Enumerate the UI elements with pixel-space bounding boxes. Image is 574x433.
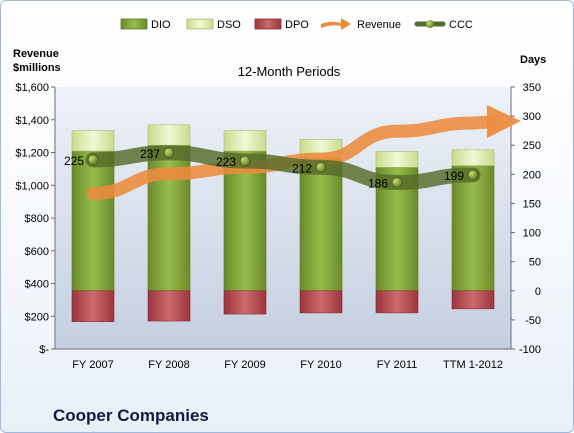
bar-dpo (375, 290, 419, 314)
revenue-arrow-head (487, 105, 521, 139)
category-label: FY 2010 (300, 359, 341, 371)
right-axis-tick-label: 200 (523, 169, 541, 181)
ccc-data-label: 186 (368, 176, 388, 190)
category-label: FY 2008 (148, 359, 189, 371)
bar-dio (451, 165, 495, 292)
right-axis-tick-label: 0 (535, 286, 541, 298)
right-axis-tick-label: 300 (523, 111, 541, 123)
bar-dso (223, 130, 267, 152)
legend-label-dpo: DPO (285, 19, 309, 31)
ccc-marker (467, 169, 479, 181)
left-axis-tick-label: $1,200 (15, 148, 49, 160)
category-label: FY 2011 (377, 359, 418, 371)
right-axis-tick-label: -50 (525, 315, 541, 327)
left-axis-tick-label: $400 (25, 279, 49, 291)
ccc-data-label: 237 (140, 147, 160, 161)
bar-dpo (223, 290, 267, 315)
legend-swatch-revenue-arrow (321, 18, 351, 30)
bar-dso (147, 124, 191, 146)
legend-label-ccc: CCC (449, 19, 473, 31)
ccc-line: 225 237 223 212 186 199 (64, 145, 481, 190)
legend: DIO DSO DPO Revenue CCC (120, 18, 473, 31)
left-axis-tick-label: $1,400 (15, 115, 49, 127)
right-axis-tick-label: 250 (523, 140, 541, 152)
bar-dpo (299, 290, 343, 314)
ccc-marker (163, 147, 175, 159)
left-axis-tick-label: $200 (25, 311, 49, 323)
category-label: TTM 1-2012 (443, 359, 503, 371)
left-axis-tick-label: $- (39, 344, 49, 356)
chart-title: 12-Month Periods (238, 64, 341, 79)
bar-dpo (71, 290, 115, 322)
ccc-marker (391, 177, 403, 188)
bars (71, 124, 495, 322)
left-axis-title-line1: Revenue (13, 48, 59, 60)
left-axis-tick-label: $600 (25, 246, 49, 258)
bar-dso (375, 151, 419, 168)
legend-swatch-dpo (254, 18, 282, 30)
legend-label-dso: DSO (217, 19, 241, 31)
right-axis-tick-label: 150 (523, 198, 541, 210)
company-name: Cooper Companies (53, 406, 209, 425)
left-axis-tick-label: $1,600 (15, 82, 49, 94)
legend-swatch-dio (120, 18, 148, 30)
bar-dio (299, 157, 343, 292)
category-label: FY 2007 (72, 359, 113, 371)
right-axis-tick-label: -100 (519, 344, 541, 356)
right-axis: -100 -50 0 50 100 150 200 250 300 350 (510, 82, 541, 356)
right-axis-tick-label: 50 (529, 257, 541, 269)
bar-dso (451, 149, 495, 166)
bar-dso (71, 130, 115, 152)
ccc-data-label: 225 (64, 154, 84, 168)
left-axis-tick-label: $800 (25, 213, 49, 225)
left-axis: $- $200 $400 $600 $800 $1,000 $1,200 $1,400 $1,6… (15, 82, 56, 356)
right-axis-tick-label: 350 (523, 82, 541, 94)
left-axis-tick-label: $1,000 (15, 180, 49, 192)
right-axis-title: Days (520, 54, 546, 66)
ccc-data-label: 212 (292, 161, 312, 175)
category-label: FY 2009 (224, 359, 265, 371)
legend-swatch-dso (186, 18, 214, 30)
ccc-marker (315, 161, 327, 173)
bar-dpo (147, 290, 191, 322)
bar-dio (71, 150, 115, 292)
legend-label-revenue: Revenue (357, 19, 401, 31)
bar-dio (223, 150, 267, 292)
legend-label-dio: DIO (151, 19, 171, 31)
ccc-data-label: 199 (444, 169, 464, 183)
right-axis-tick-label: 100 (523, 228, 541, 240)
left-axis-title-line2: $millions (13, 62, 61, 74)
ccc-data-label: 223 (216, 155, 236, 169)
ccc-marker (87, 154, 99, 166)
ccc-marker (239, 155, 251, 167)
legend-swatch-ccc-marker (426, 20, 434, 28)
bar-dpo (451, 290, 495, 310)
ccc-trend-line (85, 145, 481, 190)
category-axis: FY 2007 FY 2008 FY 2009 FY 2010 FY 2011 TTM 1… (55, 348, 511, 371)
